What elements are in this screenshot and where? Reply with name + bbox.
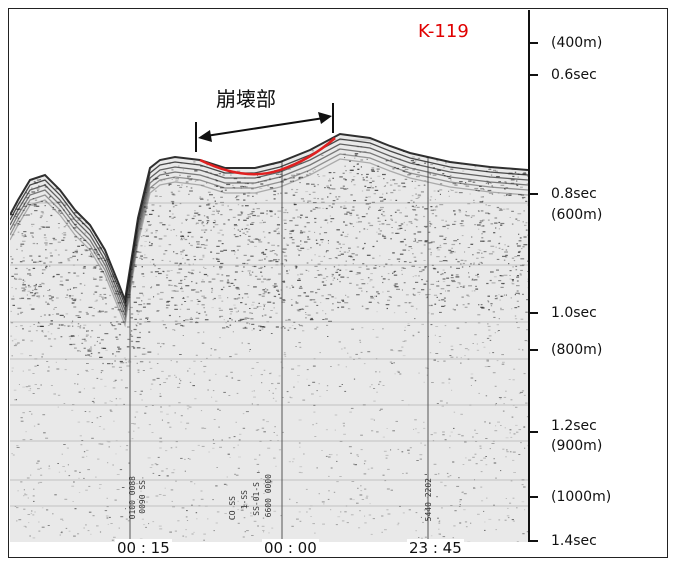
seafloor-reflectors — [10, 132, 528, 328]
arrow-left-head — [198, 130, 212, 142]
trace-annotation: 1-SS — [240, 490, 249, 510]
trace-annotation: 6600 0000 — [264, 474, 273, 518]
scale-tick — [530, 42, 538, 44]
survey-line-id: K-119 — [418, 21, 469, 42]
time-label: 23 : 45 — [407, 539, 464, 557]
scale-label-time: 1.4sec — [551, 533, 597, 549]
seismic-profile-panel — [10, 10, 528, 542]
scale-tick — [530, 431, 538, 433]
collapse-extent-arrow — [195, 103, 334, 152]
scale-tick — [530, 74, 538, 76]
seismic-noise — [10, 10, 528, 542]
scale-tick — [530, 496, 538, 498]
collapse-arrow-shaft — [205, 117, 325, 137]
trace-annotation: 0090 SS — [138, 480, 147, 514]
scale-label-depth: (600m) — [551, 207, 603, 223]
scale-label-time: 1.2sec — [551, 418, 597, 434]
scale-label-time: 0.6sec — [551, 67, 597, 83]
scale-tick — [530, 312, 538, 314]
trace-annotation: 0100 0088 — [128, 476, 137, 520]
water-column — [10, 10, 528, 542]
scale-tick — [530, 193, 538, 195]
scale-label-time: 1.0sec — [551, 305, 597, 321]
arrow-right-head — [318, 112, 332, 124]
collapse-zone-curve — [199, 137, 336, 176]
scale-tick — [530, 540, 538, 542]
scale-label-depth: (400m) — [551, 35, 603, 51]
scale-label-depth: (800m) — [551, 342, 603, 358]
time-label: 00 : 15 — [115, 539, 172, 557]
trace-annotation: CO SS — [228, 496, 237, 521]
trace-annotation: 5440 2202 — [424, 478, 433, 522]
scale-label-time: 0.8sec — [551, 186, 597, 202]
collapse-zone-label: 崩壊部 — [216, 87, 276, 111]
trace-annotation: SS-01-S — [252, 482, 261, 516]
scale-label-depth: (1000m) — [551, 489, 612, 505]
seismic-profile-image — [10, 10, 528, 542]
scale-label-depth: (900m) — [551, 438, 603, 454]
scale-tick — [530, 349, 538, 351]
time-label: 00 : 00 — [262, 539, 319, 557]
depth-scale-line — [528, 10, 530, 542]
